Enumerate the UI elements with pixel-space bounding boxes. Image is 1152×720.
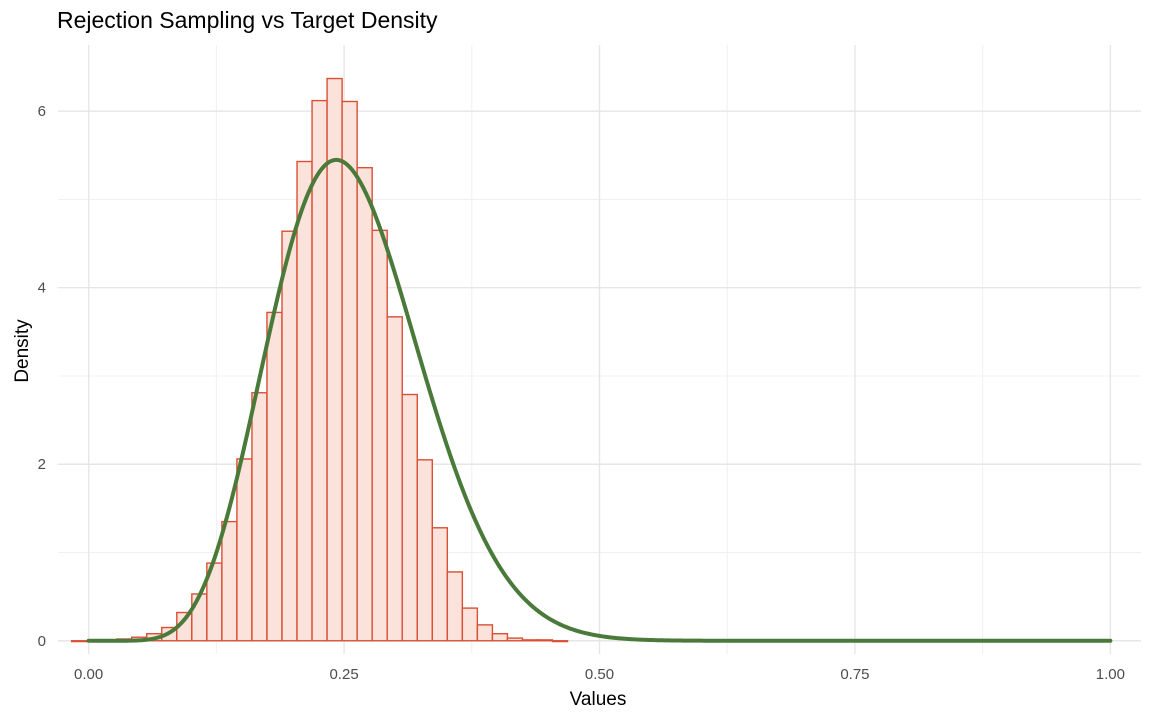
histogram-bar — [266, 311, 283, 642]
x-tick-label: 1.00 — [1096, 666, 1125, 683]
histogram-bars — [70, 77, 569, 643]
x-tick-label: 0.25 — [329, 666, 358, 683]
histogram-bar — [491, 633, 509, 642]
x-tick-label: 0.50 — [585, 666, 614, 683]
histogram-bar — [251, 392, 268, 642]
y-tick-label: 0 — [38, 633, 46, 650]
y-tick-label: 4 — [38, 280, 46, 297]
y-tick-label: 2 — [38, 456, 46, 473]
histogram-bar — [461, 607, 479, 642]
histogram-bar — [416, 459, 433, 642]
histogram-bar — [401, 393, 418, 642]
chart-title: Rejection Sampling vs Target Density — [57, 7, 438, 33]
x-tick-label: 0.00 — [74, 666, 103, 683]
histogram-bar — [341, 100, 358, 642]
histogram-bar — [536, 639, 554, 642]
histogram-bar — [386, 316, 403, 642]
histogram-bar — [191, 593, 208, 642]
histogram-bar — [476, 624, 494, 642]
density-curve — [86, 157, 1113, 643]
tick-labels: 0.00 0.25 0.50 0.75 1.00 0 2 4 6 — [38, 103, 1125, 683]
histogram-bar — [356, 166, 373, 642]
histogram-bar — [236, 458, 253, 642]
histogram-bar — [551, 640, 569, 643]
histogram-bar — [506, 637, 524, 642]
density-curve-layer — [86, 157, 1113, 643]
y-axis-title: Density — [12, 319, 33, 383]
histogram-bar — [431, 527, 449, 642]
x-tick-label: 0.75 — [840, 666, 869, 683]
histogram-bar — [446, 571, 464, 642]
x-axis-title: Values — [570, 689, 627, 710]
histogram-bar — [371, 229, 388, 642]
y-tick-label: 6 — [38, 103, 46, 120]
histogram-bar — [221, 520, 238, 642]
histogram-bar — [281, 230, 298, 642]
histogram-bar — [521, 639, 539, 642]
histogram-bar — [70, 640, 88, 643]
histogram-bar — [296, 160, 313, 642]
